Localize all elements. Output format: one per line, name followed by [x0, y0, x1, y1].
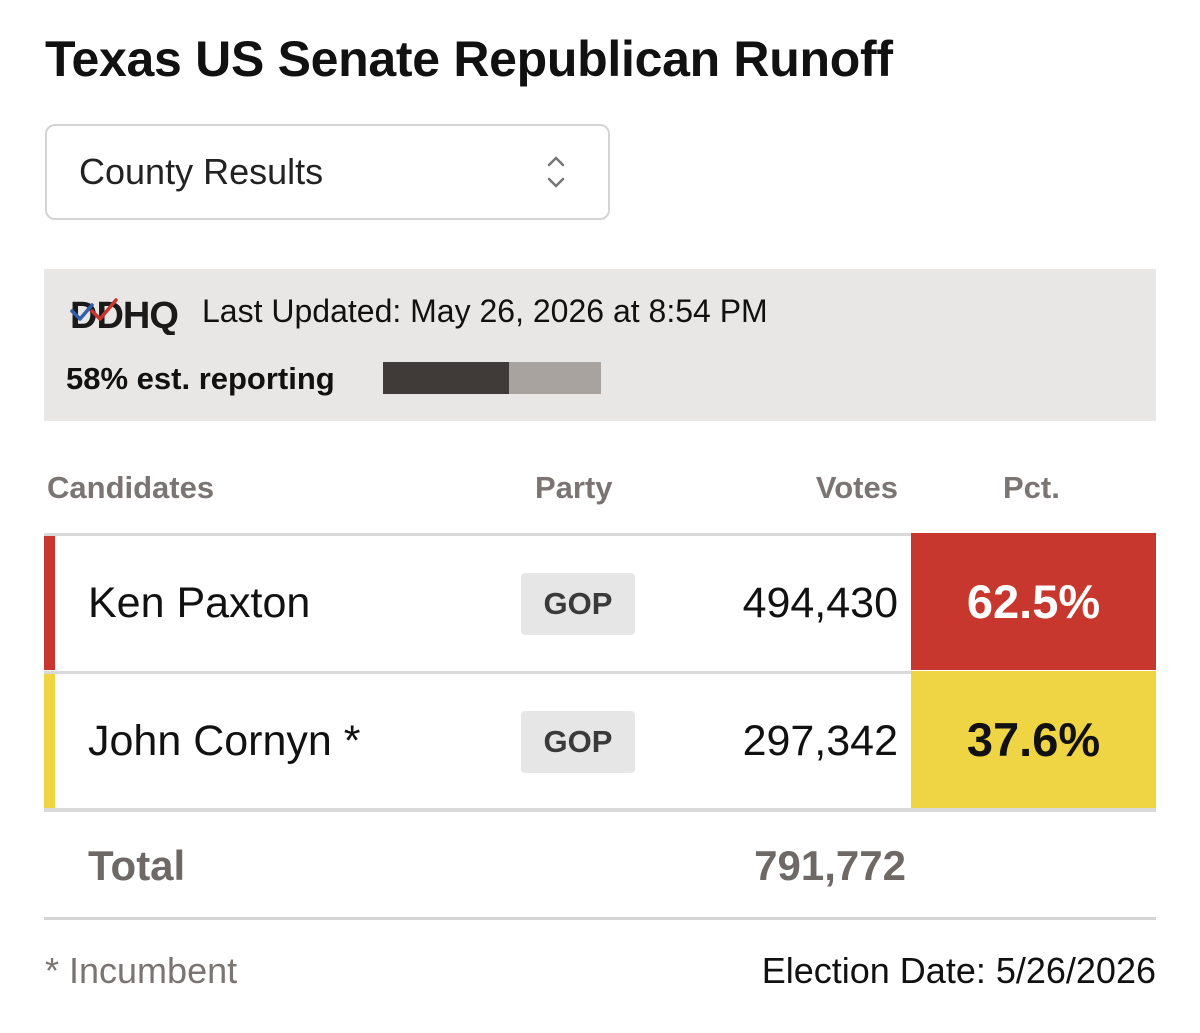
table-divider — [44, 808, 1156, 812]
reporting-label: 58% est. reporting — [66, 361, 335, 396]
total-votes: 791,772 — [754, 842, 906, 889]
reporting-progress-fill — [383, 362, 510, 394]
party-badge: GOP — [521, 711, 635, 773]
page-title: Texas US Senate Republican Runoff — [45, 31, 893, 87]
candidate-row-cornyn: John Cornyn * GOP 297,342 37.6% — [44, 671, 1156, 808]
header-party: Party — [535, 470, 613, 505]
header-pct: Pct. — [1003, 470, 1060, 505]
chevron-up-down-icon — [547, 156, 565, 188]
update-panel: DDHQ Last Updated: May 26, 2026 at 8:54 … — [44, 269, 1156, 421]
header-votes: Votes — [815, 470, 898, 505]
vote-percentage: 62.5% — [911, 533, 1156, 670]
party-color-stripe — [44, 536, 55, 670]
incumbent-footnote: * Incumbent — [45, 950, 238, 991]
ddhq-logo: DDHQ — [70, 295, 179, 335]
total-label: Total — [88, 842, 186, 889]
party-badge: GOP — [521, 573, 635, 635]
vote-percentage: 37.6% — [911, 671, 1156, 808]
party-color-stripe — [44, 674, 55, 808]
vote-count: 494,430 — [742, 578, 898, 627]
reporting-progress-bar — [383, 362, 601, 394]
footer-divider — [44, 917, 1156, 920]
candidate-name: Ken Paxton — [88, 578, 311, 627]
vote-count: 297,342 — [742, 716, 898, 765]
results-view-select[interactable]: County Results — [45, 124, 610, 220]
election-date: Election Date: 5/26/2026 — [761, 950, 1156, 991]
last-updated: Last Updated: May 26, 2026 at 8:54 PM — [202, 293, 768, 329]
logo-wordmark: DDHQ — [70, 295, 178, 335]
candidate-row-paxton: Ken Paxton GOP 494,430 62.5% — [44, 533, 1156, 670]
candidate-name: John Cornyn * — [88, 716, 361, 765]
header-candidates: Candidates — [47, 470, 215, 505]
select-value: County Results — [79, 151, 324, 192]
